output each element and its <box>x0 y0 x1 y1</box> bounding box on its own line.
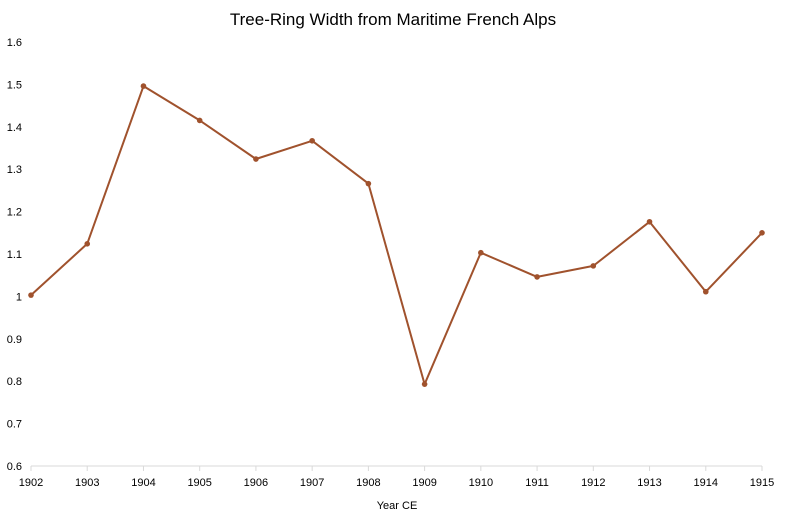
data-point-1902 <box>28 292 34 298</box>
x-axis-label: Year CE <box>377 500 418 512</box>
x-tick-label: 1913 <box>637 477 661 489</box>
x-tick-label: 1902 <box>19 477 43 489</box>
x-axis-ticks: 1902 1903 1904 1905 1906 1907 1908 1909 1910 1911… <box>19 477 774 489</box>
data-point-1903 <box>84 241 91 247</box>
x-tick-label: 1907 <box>300 477 324 489</box>
x-tick-label: 1909 <box>412 477 436 489</box>
x-tick-label: 1915 <box>750 477 774 489</box>
data-point-1906 <box>253 156 259 162</box>
data-point-1912 <box>590 263 597 269</box>
x-tick-label: 1911 <box>525 477 549 489</box>
y-tick-label: 1.1 <box>7 249 22 261</box>
x-tick-label: 1903 <box>75 477 99 489</box>
x-tick-label: 1914 <box>694 477 718 489</box>
y-axis-ticks: 0.6 0.7 0.8 0.9 1 1.1 1.2 1.3 1.4 1.5 1.6 <box>7 37 22 473</box>
data-point-1910 <box>478 249 484 256</box>
y-tick-label: 1.4 <box>7 122 22 134</box>
x-tick-label: 1904 <box>131 477 155 489</box>
data-point-1908 <box>365 180 372 187</box>
y-tick-label: 1.2 <box>7 207 22 219</box>
data-point-1905 <box>196 117 203 124</box>
y-tick-label: 0.9 <box>7 334 22 346</box>
x-axis <box>30 465 763 471</box>
x-tick-label: 1905 <box>187 477 211 489</box>
chart-title: Tree-Ring Width from Maritime French Alp… <box>230 10 556 29</box>
x-tick-label: 1906 <box>244 477 268 489</box>
data-point-1904 <box>140 83 147 89</box>
y-tick-label: 1.3 <box>7 164 22 176</box>
series-line <box>30 85 763 386</box>
x-tick-label: 1908 <box>356 477 380 489</box>
y-tick-label: 1.6 <box>7 37 22 49</box>
series-layer <box>28 83 765 387</box>
y-tick-label: 0.8 <box>7 376 22 388</box>
data-point-1913 <box>646 218 653 225</box>
y-tick-label: 0.7 <box>7 419 22 431</box>
data-point-1914 <box>702 288 709 295</box>
y-tick-label: 1 <box>16 291 22 303</box>
data-point-1915 <box>759 230 765 236</box>
y-tick-label: 1.5 <box>7 79 22 91</box>
x-tick-label: 1910 <box>469 477 493 489</box>
data-point-1911 <box>534 274 540 280</box>
data-point-1909 <box>421 381 428 387</box>
y-tick-label: 0.6 <box>7 461 22 473</box>
x-tick-label: 1912 <box>581 477 605 489</box>
data-point-1907 <box>309 137 315 144</box>
